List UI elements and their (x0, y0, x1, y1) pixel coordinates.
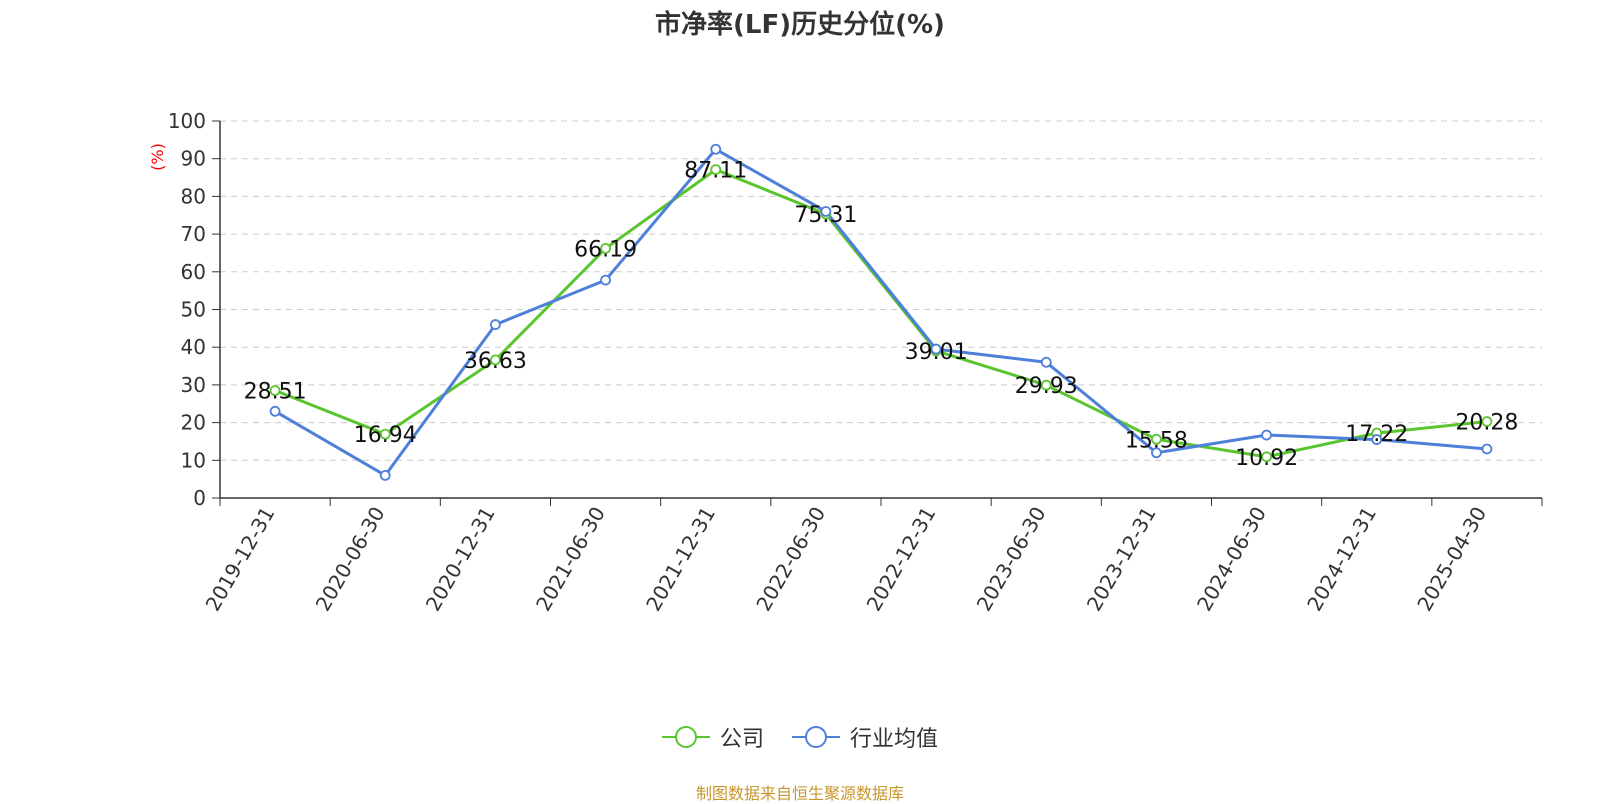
y-tick-label: 80 (181, 184, 206, 208)
chart-title: 市净率(LF)历史分位(%) (655, 10, 945, 40)
series-line-0 (274, 168, 1488, 459)
data-point-0 (379, 428, 391, 440)
data-point-0 (1151, 433, 1162, 445)
data-point-1 (379, 469, 391, 481)
data-point-0 (600, 243, 611, 254)
x-tick-label: 2019-12-31 (201, 503, 280, 616)
data-label: 28.51 (244, 380, 307, 405)
data-label: 17.22 (1345, 422, 1408, 447)
x-tick-label: 2024-06-30 (1192, 503, 1271, 616)
y-tick-label: 70 (181, 222, 206, 246)
x-tick-label: 2022-12-31 (862, 502, 941, 615)
data-point-0 (269, 385, 281, 396)
y-tick-label: 40 (181, 335, 206, 359)
x-tick-label: 2023-06-30 (972, 503, 1051, 616)
legend-label-company: 公司 (720, 727, 765, 752)
data-label: 39.01 (905, 340, 968, 365)
data-point-1 (600, 274, 611, 286)
data-point-1 (1040, 356, 1052, 368)
data-point-0 (490, 354, 501, 366)
data-label: 75.31 (794, 203, 857, 228)
x-tick-label: 2020-12-31 (421, 502, 500, 615)
y-tick-label: 50 (181, 298, 206, 322)
x-tick-label: 2022-06-30 (751, 503, 830, 616)
data-label: 36.63 (464, 349, 527, 374)
y-tick-label: 90 (181, 147, 206, 171)
data-label: 10.92 (1235, 446, 1298, 471)
x-tick-label: 2024-12-31 (1302, 503, 1381, 616)
data-point-1 (490, 319, 501, 330)
legend-marker-company (662, 726, 710, 748)
x-tick-label: 2021-12-31 (641, 503, 720, 616)
x-tick-label: 2025-04-30 (1412, 503, 1491, 616)
data-label: 66.19 (574, 237, 637, 262)
legend-item-industry[interactable]: 行业均值 (792, 721, 938, 753)
data-point-1 (1481, 443, 1493, 455)
series-line-1 (274, 147, 1488, 477)
data-point-0 (1040, 379, 1052, 391)
data-label: 20.28 (1455, 411, 1518, 436)
data-label: 15.58 (1125, 428, 1188, 453)
y-tick-label: 20 (181, 411, 206, 435)
data-source-note: 制图数据来自恒生聚源数据库 (695, 784, 904, 803)
data-point-1 (930, 343, 942, 355)
data-point-1 (820, 206, 832, 217)
legend-marker-industry (792, 726, 840, 748)
y-tick-label: 60 (181, 260, 206, 284)
y-tick-label: 100 (168, 109, 206, 133)
y-tick-label: 10 (181, 448, 206, 472)
data-point-0 (1261, 451, 1272, 463)
data-point-1 (269, 405, 281, 417)
x-tick-label: 2023-12-31 (1082, 503, 1161, 616)
y-tick-label: 30 (181, 373, 206, 397)
x-tick-label: 2020-06-30 (311, 503, 390, 616)
data-point-1 (1371, 434, 1383, 445)
data-point-0 (1481, 416, 1493, 427)
data-label: 29.93 (1015, 374, 1078, 399)
data-label: 16.94 (354, 423, 417, 448)
data-point-1 (710, 143, 722, 155)
data-point-1 (1261, 429, 1272, 441)
legend-label-industry: 行业均值 (850, 727, 939, 752)
y-tick-label: 0 (193, 486, 206, 510)
legend-item-company[interactable]: 公司 (662, 721, 764, 753)
data-point-0 (710, 164, 722, 175)
x-tick-label: 2021-06-30 (531, 503, 610, 616)
y-axis-label: (%) (148, 143, 167, 171)
data-point-1 (1151, 447, 1162, 459)
data-label: 87.11 (684, 159, 747, 184)
